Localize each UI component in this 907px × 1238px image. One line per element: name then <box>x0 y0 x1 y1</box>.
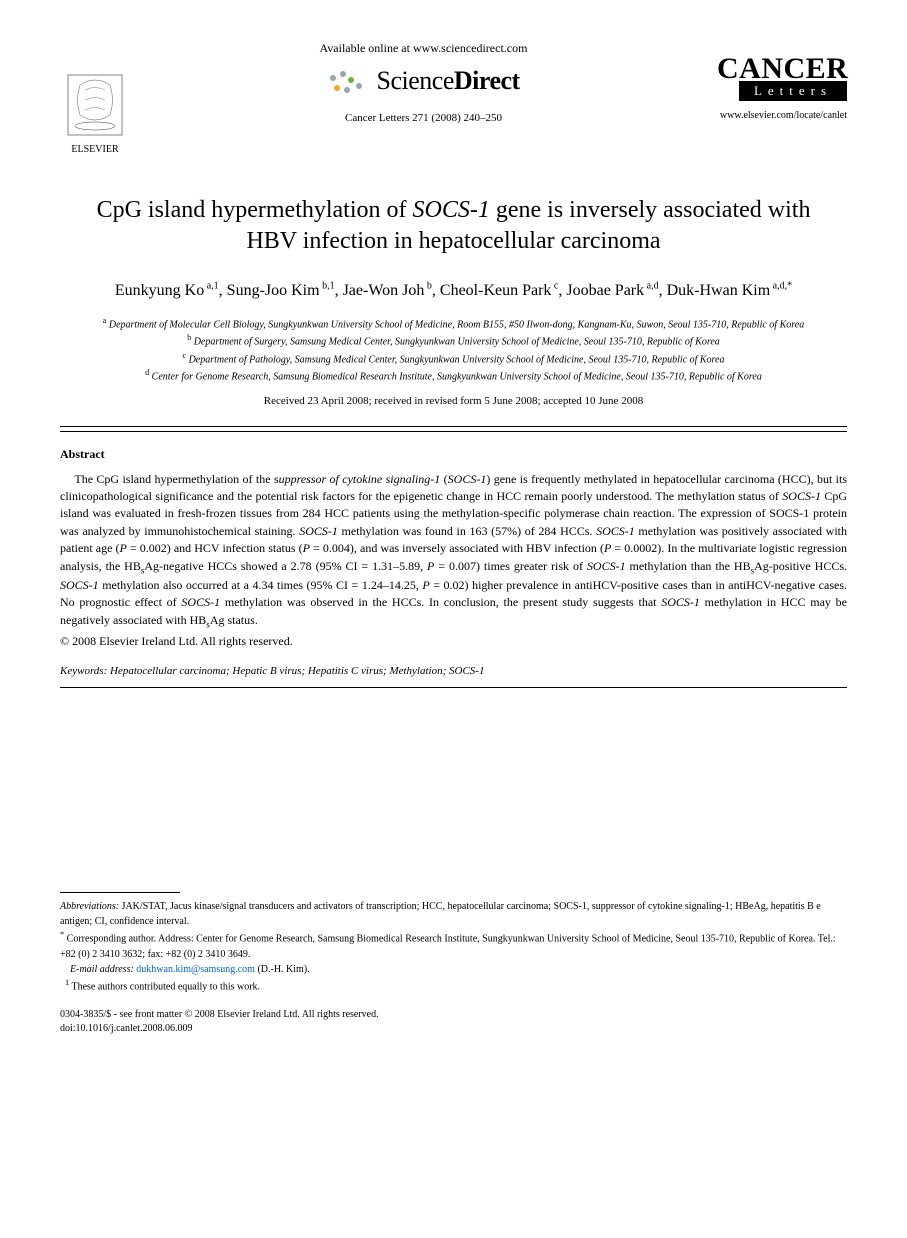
authors-list: Eunkyung Ko a,1, Sung-Joo Kim b,1, Jae-W… <box>80 278 827 304</box>
abbreviations-line: Abbreviations: JAK/STAT, Jacus kinase/si… <box>60 899 847 929</box>
cancer-word: CANCER <box>717 55 847 82</box>
keywords-text: Hepatocellular carcinoma; Hepatic B viru… <box>107 665 484 677</box>
footnote-rule <box>60 892 180 893</box>
elsevier-text: ELSEVIER <box>71 144 119 155</box>
email-suffix: (D.-H. Kim). <box>255 964 310 975</box>
elsevier-logo: ELSEVIER <box>60 70 130 165</box>
keywords: Keywords: Hepatocellular carcinoma; Hepa… <box>60 664 847 679</box>
corresponding-author: * Corresponding author. Address: Center … <box>60 929 847 961</box>
available-online-text: Available online at www.sciencedirect.co… <box>130 40 717 57</box>
sd-dots-icon <box>327 68 367 103</box>
cancer-letters-logo: CANCER Letters www.elsevier.com/locate/c… <box>717 55 847 123</box>
header-center: Available online at www.sciencedirect.co… <box>130 40 717 127</box>
abbrev-label: Abbreviations: <box>60 901 119 912</box>
email-line: E-mail address: dukhwan.kim@samsung.com … <box>60 962 847 977</box>
sciencedirect-logo: ScienceDirect <box>130 63 717 104</box>
abstract-body: The CpG island hypermethylation of the s… <box>60 471 847 632</box>
abbrev-text: JAK/STAT, Jacus kinase/signal transducer… <box>60 901 821 927</box>
spacer <box>60 692 847 872</box>
affiliations: a Department of Molecular Cell Biology, … <box>90 315 817 384</box>
equal-text: These authors contributed equally to thi… <box>69 981 260 992</box>
header-row: ELSEVIER Available online at www.science… <box>60 40 847 165</box>
rule-top-2 <box>60 431 847 432</box>
footer-block: 0304-3835/$ - see front matter © 2008 El… <box>60 1008 847 1036</box>
letters-box: Letters <box>739 81 847 101</box>
affiliation-line: a Department of Molecular Cell Biology, … <box>90 315 817 332</box>
affiliation-line: c Department of Pathology, Samsung Medic… <box>90 350 817 367</box>
journal-url: www.elsevier.com/locate/canlet <box>717 109 847 123</box>
affiliation-line: d Center for Genome Research, Samsung Bi… <box>90 367 817 384</box>
rule-bottom <box>60 687 847 688</box>
affiliation-line: b Department of Surgery, Samsung Medical… <box>90 332 817 349</box>
article-title: CpG island hypermethylation of SOCS-1 ge… <box>80 195 827 257</box>
keywords-label: Keywords: <box>60 665 107 677</box>
corresp-text: Corresponding author. Address: Center fo… <box>60 934 836 960</box>
copyright-line: © 2008 Elsevier Ireland Ltd. All rights … <box>60 633 847 650</box>
abstract-label: Abstract <box>60 446 847 463</box>
footer-line1: 0304-3835/$ - see front matter © 2008 El… <box>60 1008 847 1022</box>
rule-top <box>60 426 847 427</box>
email-label: E-mail address: <box>70 964 134 975</box>
footer-doi: doi:10.1016/j.canlet.2008.06.009 <box>60 1022 847 1036</box>
footnotes: Abbreviations: JAK/STAT, Jacus kinase/si… <box>60 899 847 994</box>
journal-reference: Cancer Letters 271 (2008) 240–250 <box>130 111 717 126</box>
equal-contrib: 1 These authors contributed equally to t… <box>60 977 847 994</box>
sciencedirect-text: ScienceDirect <box>377 66 520 95</box>
email-link[interactable]: dukhwan.kim@samsung.com <box>136 964 255 975</box>
article-dates: Received 23 April 2008; received in revi… <box>60 394 847 409</box>
